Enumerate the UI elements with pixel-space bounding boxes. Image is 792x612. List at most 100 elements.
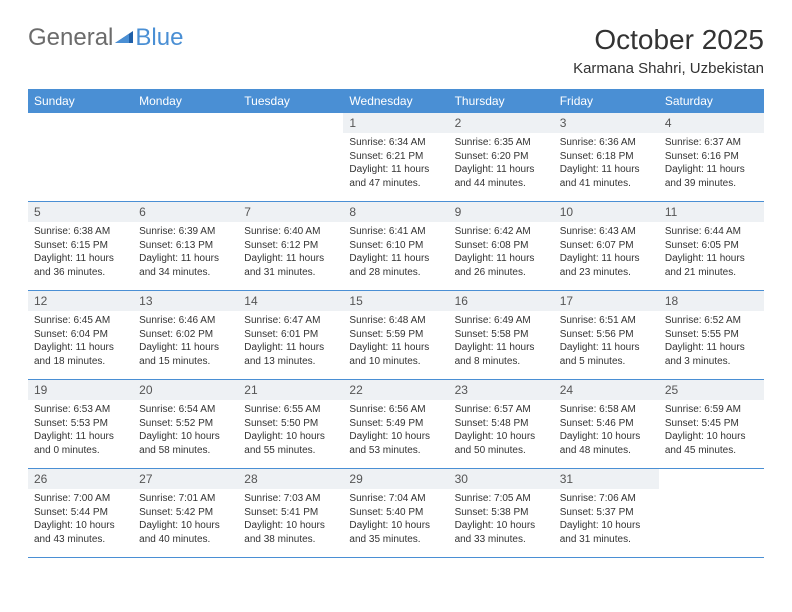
day-details: Sunrise: 6:58 AMSunset: 5:46 PMDaylight:… — [554, 400, 659, 462]
month-title: October 2025 — [573, 24, 764, 56]
daylight-text-2: and 58 minutes. — [139, 444, 232, 458]
weekday-header-row: SundayMondayTuesdayWednesdayThursdayFrid… — [28, 89, 764, 113]
daylight-text-2: and 10 minutes. — [349, 355, 442, 369]
day-number: 30 — [449, 469, 554, 489]
sunrise-text: Sunrise: 6:35 AM — [455, 136, 548, 150]
sunset-text: Sunset: 5:50 PM — [244, 417, 337, 431]
sunset-text: Sunset: 6:12 PM — [244, 239, 337, 253]
calendar-week-row: 19Sunrise: 6:53 AMSunset: 5:53 PMDayligh… — [28, 380, 764, 469]
daylight-text-1: Daylight: 10 hours — [34, 519, 127, 533]
sunrise-text: Sunrise: 6:56 AM — [349, 403, 442, 417]
day-number: 13 — [133, 291, 238, 311]
day-details: Sunrise: 6:57 AMSunset: 5:48 PMDaylight:… — [449, 400, 554, 462]
sunrise-text: Sunrise: 6:48 AM — [349, 314, 442, 328]
daylight-text-1: Daylight: 10 hours — [244, 519, 337, 533]
sunrise-text: Sunrise: 6:40 AM — [244, 225, 337, 239]
sunset-text: Sunset: 5:53 PM — [34, 417, 127, 431]
sunrise-text: Sunrise: 6:49 AM — [455, 314, 548, 328]
sunrise-text: Sunrise: 6:54 AM — [139, 403, 232, 417]
sunrise-text: Sunrise: 6:38 AM — [34, 225, 127, 239]
daylight-text-2: and 21 minutes. — [665, 266, 758, 280]
daylight-text-2: and 43 minutes. — [34, 533, 127, 547]
sunrise-text: Sunrise: 7:01 AM — [139, 492, 232, 506]
day-number: 31 — [554, 469, 659, 489]
daylight-text-1: Daylight: 11 hours — [34, 430, 127, 444]
sunset-text: Sunset: 6:21 PM — [349, 150, 442, 164]
daylight-text-2: and 8 minutes. — [455, 355, 548, 369]
logo-arrow-icon — [115, 24, 135, 52]
daylight-text-2: and 50 minutes. — [455, 444, 548, 458]
day-details: Sunrise: 6:47 AMSunset: 6:01 PMDaylight:… — [238, 311, 343, 373]
calendar-day-cell: 15Sunrise: 6:48 AMSunset: 5:59 PMDayligh… — [343, 291, 448, 380]
weekday-header: Friday — [554, 89, 659, 113]
sunset-text: Sunset: 5:46 PM — [560, 417, 653, 431]
daylight-text-1: Daylight: 10 hours — [455, 430, 548, 444]
sunset-text: Sunset: 5:55 PM — [665, 328, 758, 342]
sunrise-text: Sunrise: 6:45 AM — [34, 314, 127, 328]
calendar-day-cell: 11Sunrise: 6:44 AMSunset: 6:05 PMDayligh… — [659, 202, 764, 291]
daylight-text-2: and 41 minutes. — [560, 177, 653, 191]
day-number: 25 — [659, 380, 764, 400]
calendar-day-cell: 10Sunrise: 6:43 AMSunset: 6:07 PMDayligh… — [554, 202, 659, 291]
sunrise-text: Sunrise: 6:39 AM — [139, 225, 232, 239]
day-number: 17 — [554, 291, 659, 311]
sunrise-text: Sunrise: 6:53 AM — [34, 403, 127, 417]
sunrise-text: Sunrise: 7:06 AM — [560, 492, 653, 506]
day-details: Sunrise: 6:52 AMSunset: 5:55 PMDaylight:… — [659, 311, 764, 373]
day-details: Sunrise: 6:45 AMSunset: 6:04 PMDaylight:… — [28, 311, 133, 373]
weekday-header: Saturday — [659, 89, 764, 113]
sunrise-text: Sunrise: 6:36 AM — [560, 136, 653, 150]
day-details: Sunrise: 6:43 AMSunset: 6:07 PMDaylight:… — [554, 222, 659, 284]
calendar-day-cell: 30Sunrise: 7:05 AMSunset: 5:38 PMDayligh… — [449, 469, 554, 558]
calendar-day-cell: 12Sunrise: 6:45 AMSunset: 6:04 PMDayligh… — [28, 291, 133, 380]
daylight-text-2: and 18 minutes. — [34, 355, 127, 369]
sunrise-text: Sunrise: 6:37 AM — [665, 136, 758, 150]
calendar-day-cell: 2Sunrise: 6:35 AMSunset: 6:20 PMDaylight… — [449, 113, 554, 202]
calendar-week-row: 1Sunrise: 6:34 AMSunset: 6:21 PMDaylight… — [28, 113, 764, 202]
sunset-text: Sunset: 6:15 PM — [34, 239, 127, 253]
day-details: Sunrise: 7:04 AMSunset: 5:40 PMDaylight:… — [343, 489, 448, 551]
calendar-day-cell: 18Sunrise: 6:52 AMSunset: 5:55 PMDayligh… — [659, 291, 764, 380]
calendar-empty-cell — [28, 113, 133, 202]
sunset-text: Sunset: 6:20 PM — [455, 150, 548, 164]
day-details: Sunrise: 6:48 AMSunset: 5:59 PMDaylight:… — [343, 311, 448, 373]
daylight-text-2: and 53 minutes. — [349, 444, 442, 458]
day-number: 7 — [238, 202, 343, 222]
calendar-day-cell: 1Sunrise: 6:34 AMSunset: 6:21 PMDaylight… — [343, 113, 448, 202]
sunset-text: Sunset: 5:49 PM — [349, 417, 442, 431]
day-number: 2 — [449, 113, 554, 133]
sunset-text: Sunset: 5:52 PM — [139, 417, 232, 431]
day-details: Sunrise: 6:36 AMSunset: 6:18 PMDaylight:… — [554, 133, 659, 195]
sunset-text: Sunset: 6:10 PM — [349, 239, 442, 253]
daylight-text-2: and 47 minutes. — [349, 177, 442, 191]
sunset-text: Sunset: 5:37 PM — [560, 506, 653, 520]
day-number: 18 — [659, 291, 764, 311]
day-number: 21 — [238, 380, 343, 400]
day-details: Sunrise: 6:49 AMSunset: 5:58 PMDaylight:… — [449, 311, 554, 373]
calendar-day-cell: 24Sunrise: 6:58 AMSunset: 5:46 PMDayligh… — [554, 380, 659, 469]
sunrise-text: Sunrise: 6:46 AM — [139, 314, 232, 328]
day-details: Sunrise: 6:53 AMSunset: 5:53 PMDaylight:… — [28, 400, 133, 462]
daylight-text-1: Daylight: 11 hours — [139, 252, 232, 266]
day-details: Sunrise: 6:35 AMSunset: 6:20 PMDaylight:… — [449, 133, 554, 195]
calendar-day-cell: 7Sunrise: 6:40 AMSunset: 6:12 PMDaylight… — [238, 202, 343, 291]
daylight-text-2: and 13 minutes. — [244, 355, 337, 369]
weekday-header: Monday — [133, 89, 238, 113]
sunset-text: Sunset: 6:07 PM — [560, 239, 653, 253]
daylight-text-2: and 23 minutes. — [560, 266, 653, 280]
calendar-day-cell: 3Sunrise: 6:36 AMSunset: 6:18 PMDaylight… — [554, 113, 659, 202]
sunset-text: Sunset: 6:13 PM — [139, 239, 232, 253]
day-details: Sunrise: 6:41 AMSunset: 6:10 PMDaylight:… — [343, 222, 448, 284]
sunset-text: Sunset: 5:44 PM — [34, 506, 127, 520]
calendar-table: SundayMondayTuesdayWednesdayThursdayFrid… — [28, 89, 764, 558]
calendar-empty-cell — [659, 469, 764, 558]
day-number: 16 — [449, 291, 554, 311]
daylight-text-2: and 38 minutes. — [244, 533, 337, 547]
daylight-text-1: Daylight: 10 hours — [560, 430, 653, 444]
calendar-day-cell: 19Sunrise: 6:53 AMSunset: 5:53 PMDayligh… — [28, 380, 133, 469]
day-number: 19 — [28, 380, 133, 400]
daylight-text-2: and 33 minutes. — [455, 533, 548, 547]
daylight-text-1: Daylight: 11 hours — [139, 341, 232, 355]
sunset-text: Sunset: 5:59 PM — [349, 328, 442, 342]
daylight-text-1: Daylight: 10 hours — [349, 430, 442, 444]
